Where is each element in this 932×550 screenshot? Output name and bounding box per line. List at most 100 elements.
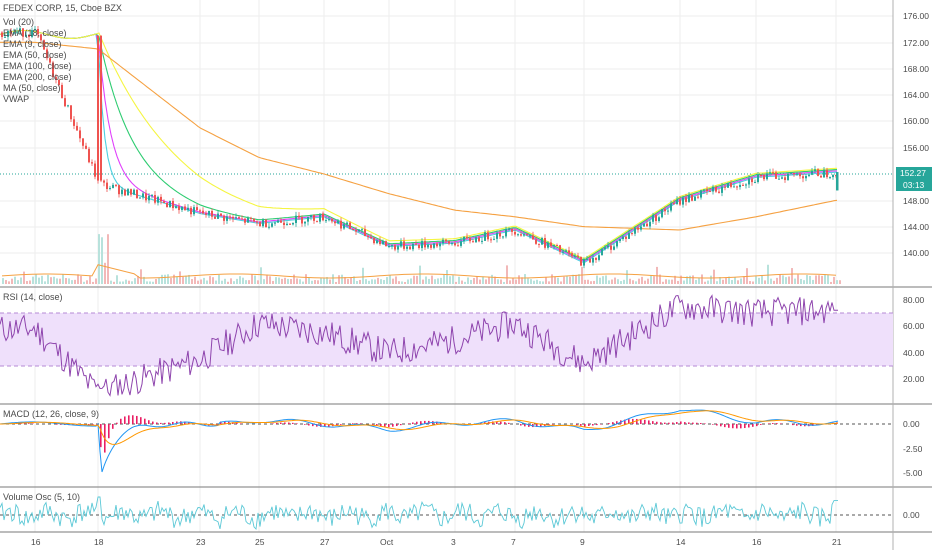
volume-bar: [488, 277, 490, 284]
volume-bar: [473, 278, 475, 284]
candle-body: [253, 218, 255, 222]
volume-bar: [350, 277, 352, 284]
candle-body: [67, 105, 69, 107]
macd-axis[interactable]: 0.00 -2.50 -5.00: [903, 419, 923, 478]
candle-body: [490, 239, 492, 241]
volume-osc-line: [0, 496, 838, 530]
volume-bar: [518, 275, 520, 284]
macd-series: [0, 409, 839, 473]
volume-bar: [383, 279, 385, 284]
date-label: 18: [94, 537, 104, 547]
candle-body: [769, 172, 771, 174]
candle-body: [238, 217, 240, 219]
volume-bar: [104, 262, 106, 284]
volume-bar: [449, 276, 451, 284]
volume-bar: [632, 280, 634, 284]
candle-body: [217, 213, 219, 219]
volume-bar: [443, 274, 445, 284]
volume-bar: [371, 279, 373, 284]
macd-histogram-bar: [596, 424, 598, 426]
volume-bar: [641, 276, 643, 284]
volume-bar: [359, 279, 361, 284]
volume-bar: [2, 278, 4, 284]
candle-body: [271, 223, 273, 227]
volume-bar: [68, 278, 70, 284]
rsi-label: RSI (14, close): [3, 292, 63, 302]
candle-body: [652, 215, 654, 222]
macd-histogram-bar: [416, 421, 418, 424]
candle-body: [13, 32, 15, 34]
candle-body: [649, 221, 651, 227]
macd-histogram-bar: [420, 421, 422, 424]
rsi-axis[interactable]: 80.00 60.00 40.00 20.00: [903, 295, 925, 384]
volume-bar: [542, 281, 544, 284]
macd-histogram-bar: [240, 423, 242, 424]
macd-histogram-bar: [352, 423, 354, 424]
volume-bar: [779, 274, 781, 284]
candle-body: [406, 246, 408, 249]
macd-histogram-bar: [748, 424, 750, 428]
volume-bar: [419, 265, 421, 284]
candle-body: [826, 169, 828, 178]
date-label: 23: [196, 537, 206, 547]
candle-body: [484, 232, 486, 241]
volume-bar: [788, 276, 790, 284]
volume-bar: [674, 275, 676, 284]
volume-bar: [17, 280, 19, 284]
legend-vwap: VWAP: [3, 94, 29, 104]
candle-body: [352, 228, 354, 231]
candle-body: [679, 199, 681, 205]
candle-body: [667, 210, 669, 212]
candle-body: [673, 203, 675, 205]
macd-histogram-bar: [628, 419, 630, 424]
price-tick: 144.00: [903, 222, 929, 232]
macd-histogram-bar: [720, 424, 722, 427]
vol-osc-axis[interactable]: 0.00: [903, 510, 920, 520]
candle-body: [334, 221, 336, 224]
gridlines: [0, 0, 893, 532]
macd-histogram-bar: [160, 422, 162, 424]
volume-bar: [5, 280, 7, 284]
volume-bar: [251, 274, 253, 284]
volume-bar: [263, 279, 265, 284]
macd-histogram-bar: [324, 424, 326, 427]
volume-bar: [716, 281, 718, 284]
macd-tick: -5.00: [903, 468, 923, 478]
macd-histogram-bar: [372, 424, 374, 425]
volume-bar: [65, 278, 67, 284]
candle-body: [28, 34, 30, 37]
candle-body: [319, 213, 321, 222]
macd-histogram-bar: [528, 424, 530, 427]
macd-histogram-bar: [772, 423, 774, 424]
vol-osc-label: Volume Osc (5, 10): [3, 492, 80, 502]
volume-bar: [629, 278, 631, 284]
volume-bar: [80, 276, 82, 284]
candle-body: [181, 206, 183, 211]
candle-body: [778, 178, 780, 180]
candle-body: [376, 240, 378, 244]
volume-bar: [605, 275, 607, 284]
candle-body: [595, 258, 597, 260]
ema-50-line: [0, 29, 838, 261]
price-axis[interactable]: 176.00 172.00 168.00 164.00 160.00 156.0…: [903, 11, 929, 258]
volume-bar: [248, 280, 250, 284]
volume-bar: [128, 280, 130, 284]
candle-body: [106, 182, 108, 189]
candle-body: [619, 239, 621, 242]
time-axis[interactable]: 16 18 23 25 27 Oct 3 7 9 14 16 21: [31, 537, 842, 547]
candle-body: [463, 236, 465, 242]
candle-body: [511, 228, 513, 232]
candle-body: [280, 220, 282, 223]
candle-body: [262, 219, 264, 227]
volume-bar: [386, 277, 388, 284]
macd-histogram-bar: [20, 423, 22, 424]
volume-bar: [614, 277, 616, 284]
candle-body: [721, 186, 723, 193]
legend-ema-50: EMA (50, close): [3, 50, 67, 60]
candle-body: [31, 30, 33, 37]
macd-histogram-bar: [284, 422, 286, 424]
candle-body: [571, 253, 573, 257]
candle-body: [373, 237, 375, 244]
volume-bar: [119, 281, 121, 284]
